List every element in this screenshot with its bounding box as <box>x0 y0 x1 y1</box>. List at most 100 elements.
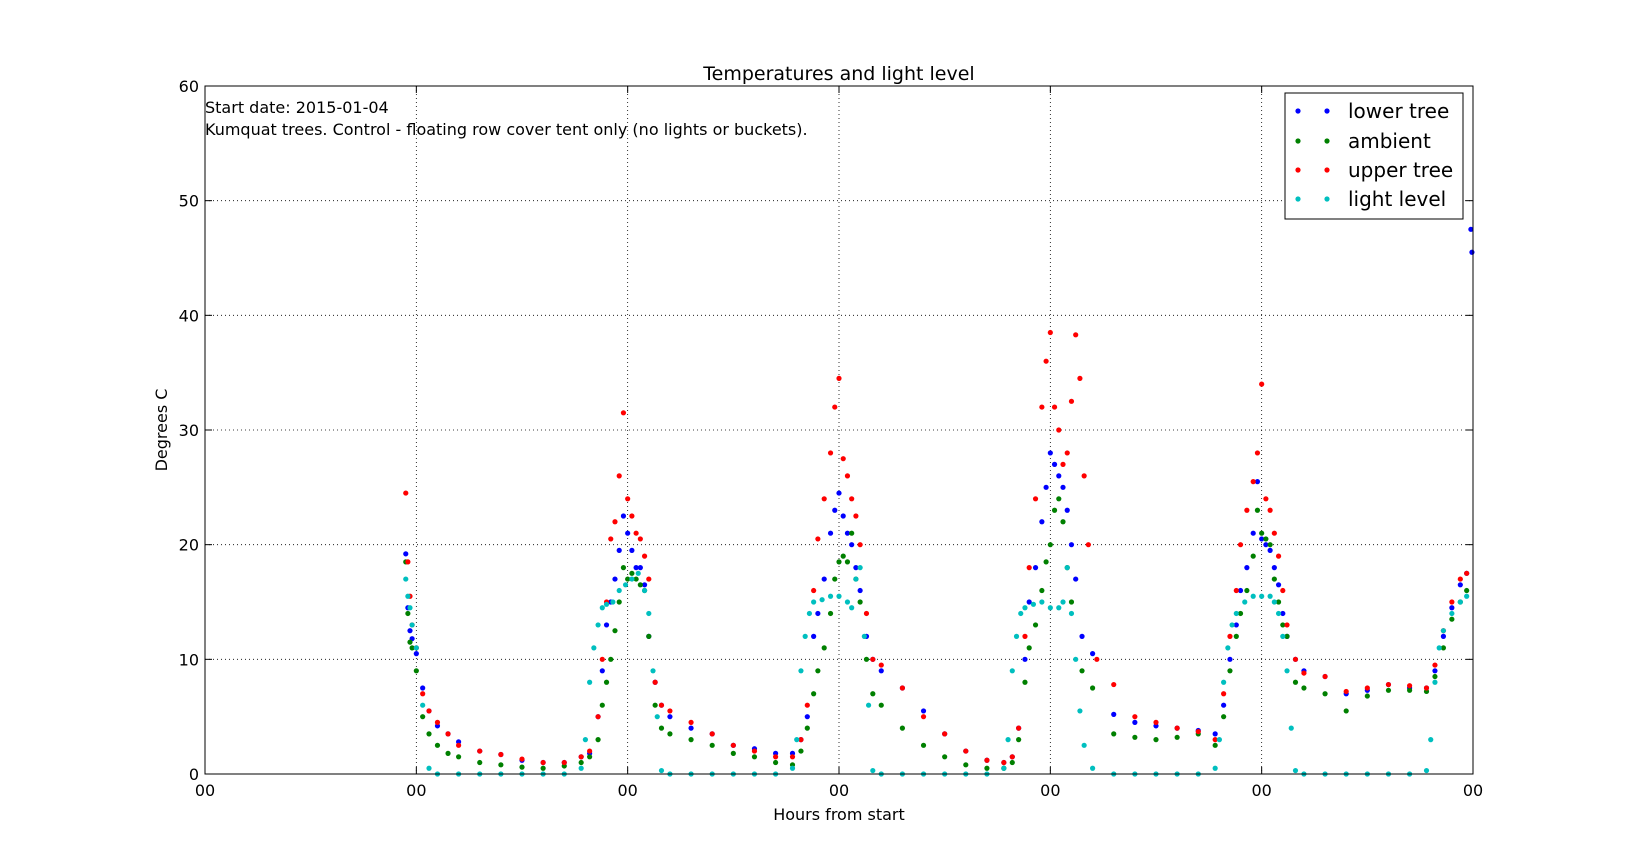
data-point <box>405 593 411 599</box>
data-point <box>1233 610 1239 617</box>
data-point <box>1233 622 1239 628</box>
data-point <box>811 587 817 594</box>
data-point <box>667 708 673 714</box>
data-point <box>836 375 842 381</box>
data-point <box>625 530 631 536</box>
data-point <box>1153 719 1159 726</box>
data-point <box>857 565 863 571</box>
data-point <box>1271 565 1277 571</box>
data-point <box>1468 226 1474 232</box>
annotation-start-date: Start date: 2015-01-04 <box>205 98 389 117</box>
legend-label: light level <box>1348 187 1446 211</box>
data-point <box>591 645 597 651</box>
data-point <box>1073 656 1079 662</box>
data-point <box>1343 708 1349 714</box>
data-point <box>1280 587 1286 594</box>
data-point <box>899 725 906 731</box>
data-point <box>730 742 736 748</box>
data-point <box>498 751 504 758</box>
data-point <box>519 756 525 762</box>
data-point <box>1292 679 1299 685</box>
data-point <box>1449 599 1455 605</box>
data-point <box>1079 668 1085 674</box>
data-point <box>1221 679 1227 685</box>
data-point <box>456 742 462 748</box>
legend-marker <box>1295 138 1301 144</box>
data-point <box>1449 605 1455 611</box>
data-points <box>403 226 1475 777</box>
data-point <box>1227 656 1233 662</box>
data-point <box>1225 645 1231 651</box>
data-point <box>409 645 415 651</box>
x-axis-label: Hours from start <box>773 805 905 824</box>
data-point <box>827 530 834 536</box>
data-point <box>857 587 863 594</box>
data-point <box>1449 610 1455 617</box>
data-point <box>1026 565 1032 571</box>
data-point <box>1432 668 1438 674</box>
data-point <box>1440 633 1447 640</box>
data-point <box>1073 576 1079 582</box>
data-point <box>1056 605 1062 611</box>
data-point <box>409 622 415 628</box>
series-light-level <box>403 565 1470 777</box>
data-point <box>1457 599 1463 605</box>
data-point <box>798 668 804 674</box>
data-point <box>1301 670 1307 676</box>
data-point <box>456 754 462 760</box>
data-point <box>840 456 846 462</box>
data-point <box>1267 547 1273 554</box>
data-point <box>849 605 855 611</box>
data-point <box>815 610 821 617</box>
data-point <box>578 754 584 760</box>
data-point <box>811 599 817 605</box>
data-point <box>1464 593 1470 599</box>
data-point <box>1432 673 1438 680</box>
data-point <box>1244 565 1250 571</box>
data-point <box>751 754 758 760</box>
x-tick-label: 00 <box>617 781 637 800</box>
data-point <box>1022 605 1028 611</box>
data-point <box>608 536 614 542</box>
data-point <box>688 737 694 743</box>
data-point <box>1013 633 1020 640</box>
data-point <box>1250 553 1256 559</box>
data-point <box>1275 610 1282 617</box>
data-point <box>667 714 673 720</box>
data-point <box>1043 484 1049 490</box>
data-point <box>1244 587 1250 594</box>
data-point <box>1022 656 1028 662</box>
data-point <box>622 582 629 588</box>
data-point <box>612 576 618 582</box>
data-point <box>832 576 838 582</box>
data-point <box>599 668 605 674</box>
data-point <box>804 702 810 708</box>
data-point <box>836 559 842 565</box>
data-point <box>798 748 804 754</box>
data-point <box>1259 381 1265 387</box>
data-point <box>1271 530 1277 536</box>
data-point <box>1174 725 1180 731</box>
data-point <box>1026 599 1032 605</box>
data-point <box>853 565 859 571</box>
data-point <box>920 742 927 748</box>
data-point <box>1267 593 1273 599</box>
data-point <box>1043 358 1049 364</box>
data-point <box>587 748 593 754</box>
data-point <box>603 622 610 628</box>
data-point <box>625 576 631 582</box>
data-point <box>637 536 643 542</box>
data-point <box>561 759 567 766</box>
data-point <box>857 542 863 548</box>
data-point <box>789 765 796 771</box>
data-point <box>1051 461 1058 467</box>
data-point <box>1047 450 1053 456</box>
data-point <box>1280 622 1286 628</box>
data-point <box>1432 679 1438 685</box>
data-point <box>420 691 426 697</box>
data-point <box>865 702 872 708</box>
data-point <box>844 559 851 565</box>
data-point <box>420 685 426 691</box>
data-point <box>1009 668 1015 674</box>
data-point <box>641 587 648 594</box>
